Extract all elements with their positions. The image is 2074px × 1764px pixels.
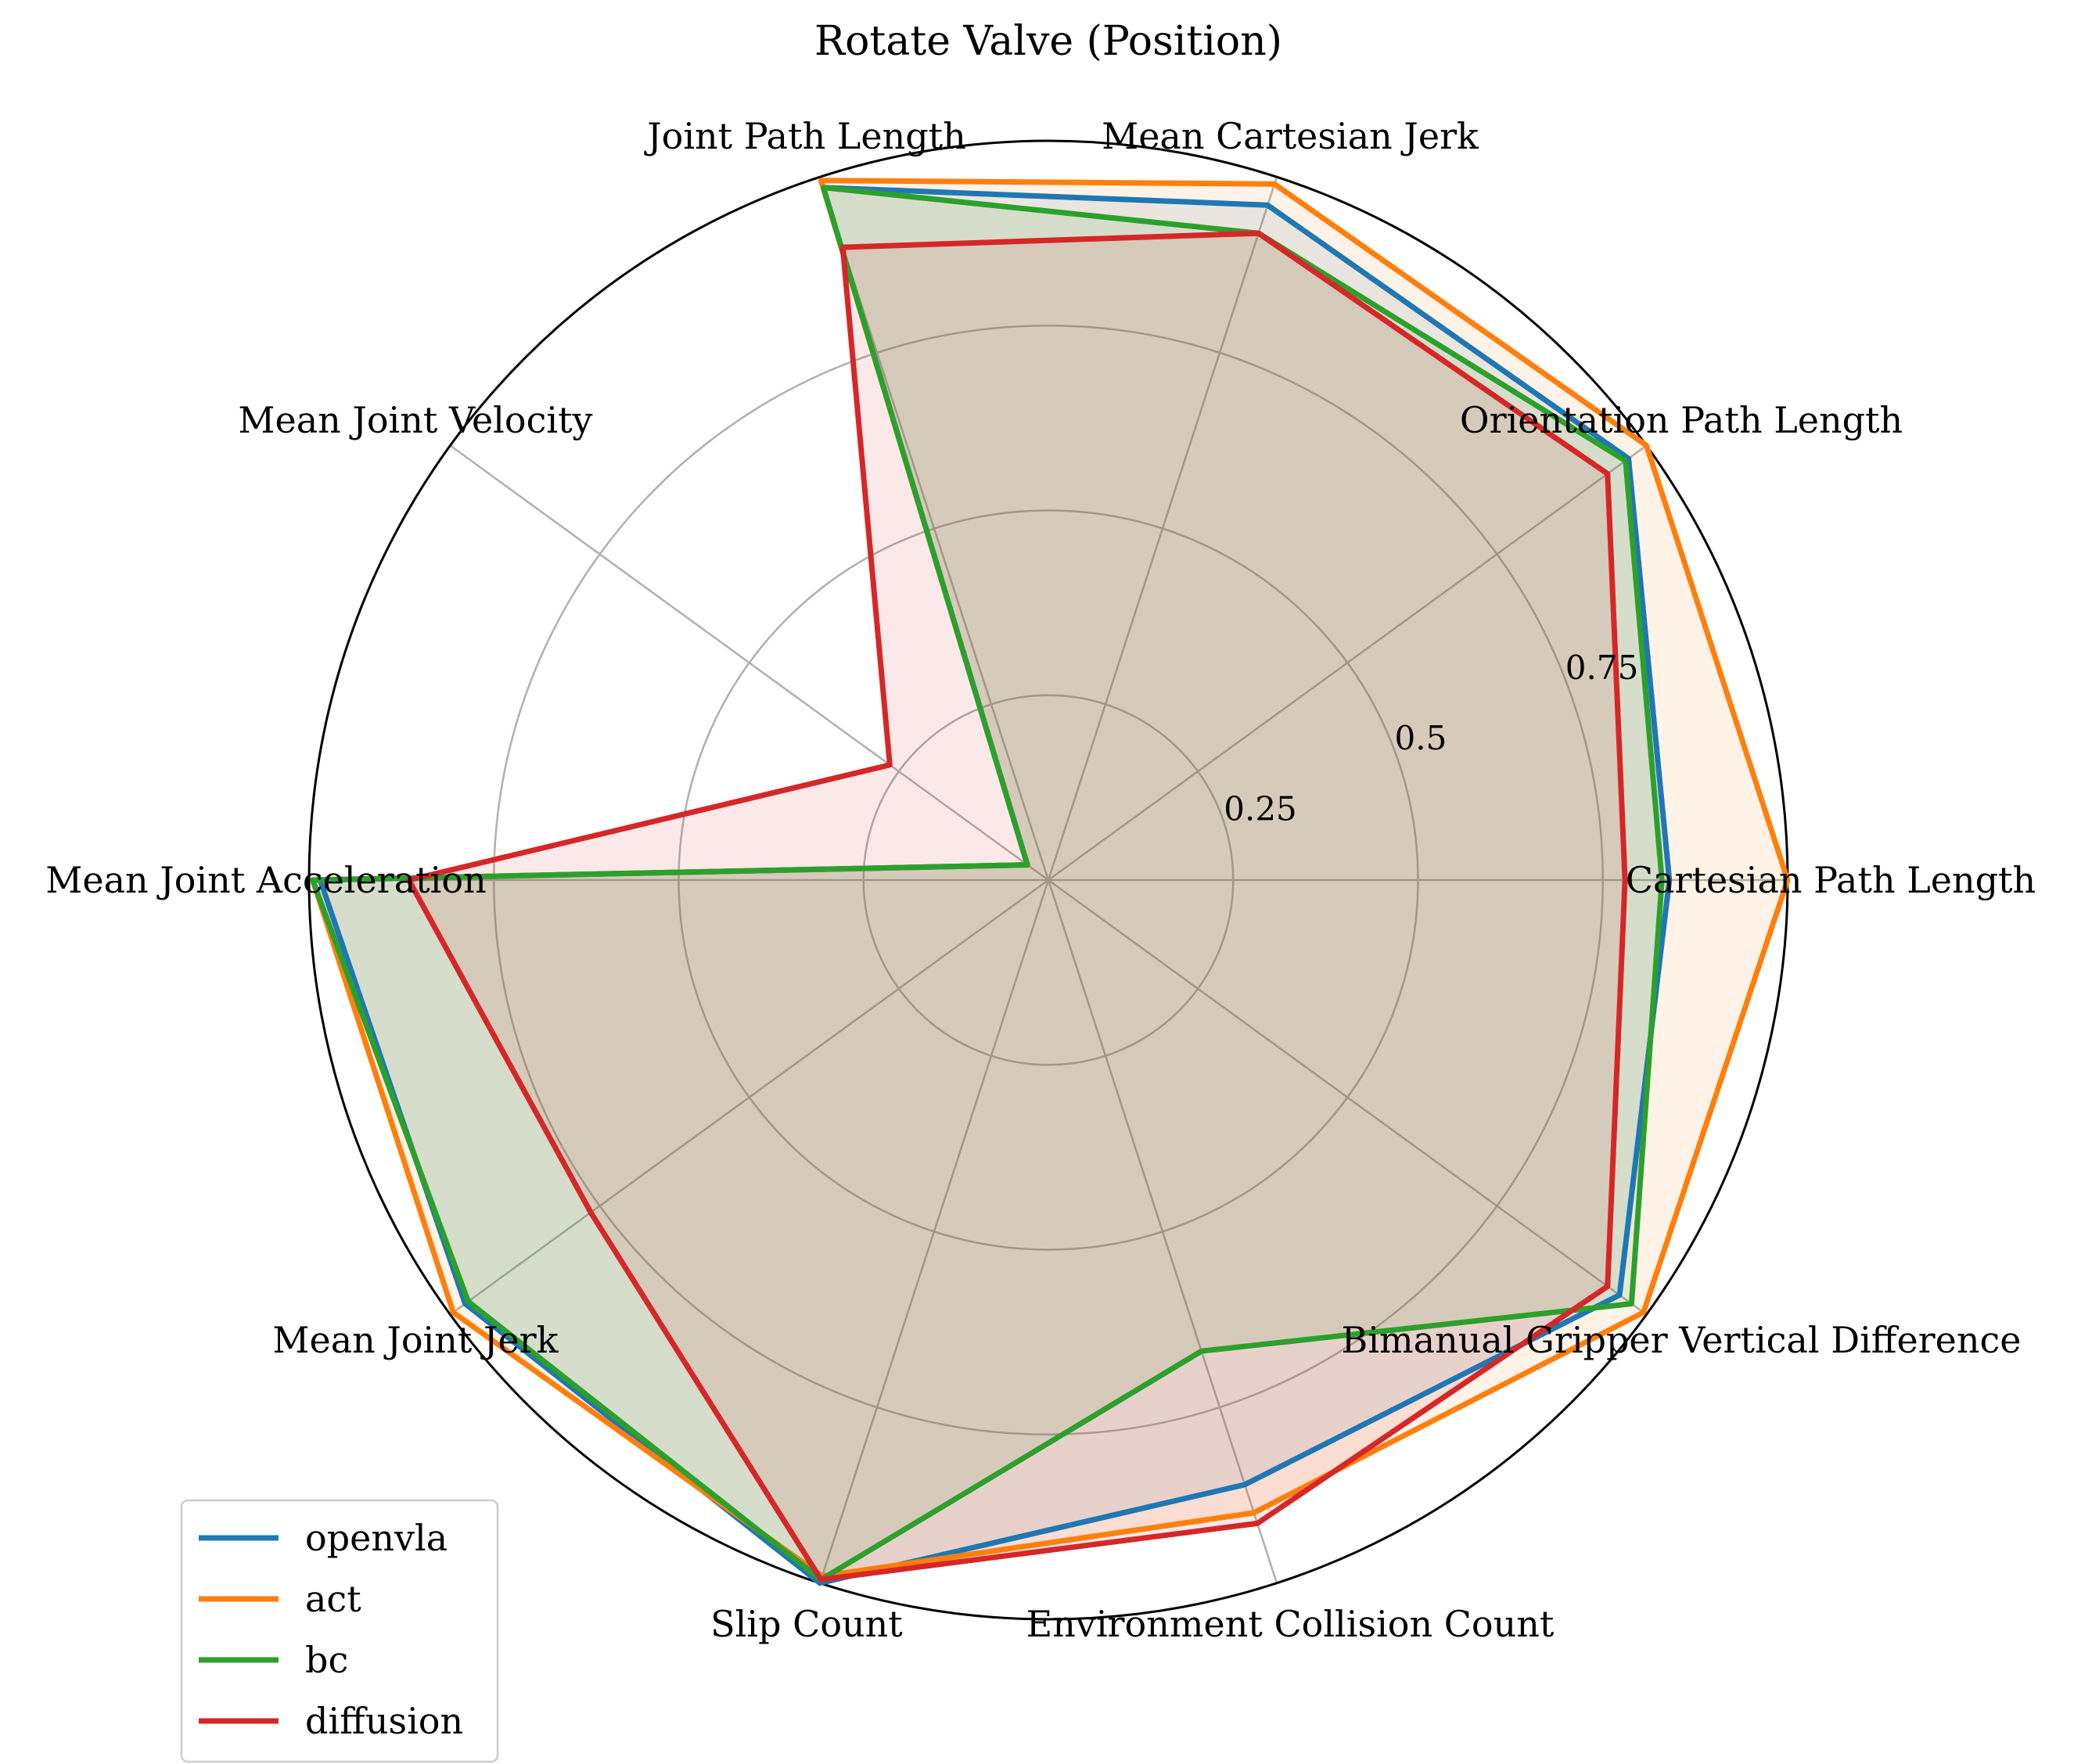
r-tick-label-2: 0.75 [1565, 648, 1639, 687]
r-tick-label-1: 0.5 [1395, 719, 1447, 757]
series-layer [310, 178, 1791, 1586]
axis-label-6: Mean Joint Jerk [272, 1319, 559, 1361]
axis-label-2: Mean Cartesian Jerk [1102, 115, 1479, 157]
legend-label-openvla: openvla [305, 1517, 448, 1559]
r-tick-label-0: 0.25 [1224, 790, 1297, 828]
legend-label-diffusion: diffusion [305, 1700, 463, 1742]
axis-spoke-6 [449, 878, 1049, 1316]
series-line-bc [310, 185, 1665, 1583]
chart-title: Rotate Valve (Position) [814, 18, 1282, 65]
legend-label-act: act [305, 1578, 361, 1620]
axis-label-0: Cartesian Path Length [1626, 859, 2036, 901]
axis-spoke-9 [1048, 878, 1648, 1316]
axis-label-3: Joint Path Length [644, 115, 966, 157]
legend: openvla act bc diffusion [180, 1499, 499, 1763]
series-area-bc [312, 187, 1662, 1580]
axis-spoke-2 [1047, 176, 1278, 881]
series-area-openvla [320, 187, 1670, 1583]
axis-label-4: Mean Joint Velocity [238, 399, 592, 441]
axis-spoke-4 [449, 444, 1049, 882]
legend-box [180, 1499, 499, 1763]
axis-spoke-8 [1047, 879, 1278, 1584]
legend-label-bc: bc [305, 1639, 348, 1681]
axis-spoke-7 [818, 879, 1050, 1584]
series-area-diffusion [408, 233, 1626, 1580]
series-line-diffusion [406, 230, 1628, 1583]
axis-labels: Cartesian Path Length Orientation Path Le… [45, 115, 2036, 1645]
axis-label-7: Slip Count [710, 1603, 903, 1645]
axis-label-5: Mean Joint Acceleration [45, 859, 486, 901]
axis-label-8: Environment Collision Count [1026, 1603, 1555, 1645]
radial-ticks: 0.25 0.5 0.75 [1224, 648, 1638, 828]
axis-spoke-1 [1048, 444, 1648, 882]
axis-label-1: Orientation Path Length [1460, 399, 1903, 441]
series-area-act [312, 180, 1788, 1576]
grid [307, 139, 1789, 1621]
axis-label-9: Bimanual Gripper Vertical Difference [1342, 1319, 2022, 1361]
